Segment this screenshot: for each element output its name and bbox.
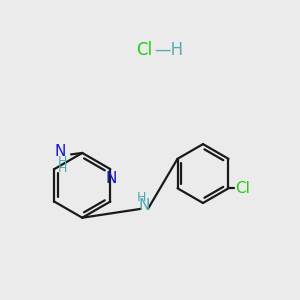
Text: H: H bbox=[137, 191, 146, 204]
Text: —H: —H bbox=[154, 41, 184, 59]
Text: N: N bbox=[106, 171, 117, 186]
Text: N: N bbox=[138, 198, 150, 213]
Text: H: H bbox=[58, 162, 67, 175]
Text: Cl: Cl bbox=[235, 181, 250, 196]
Text: H: H bbox=[58, 155, 67, 168]
Text: N: N bbox=[55, 144, 66, 159]
Text: Cl: Cl bbox=[136, 41, 152, 59]
